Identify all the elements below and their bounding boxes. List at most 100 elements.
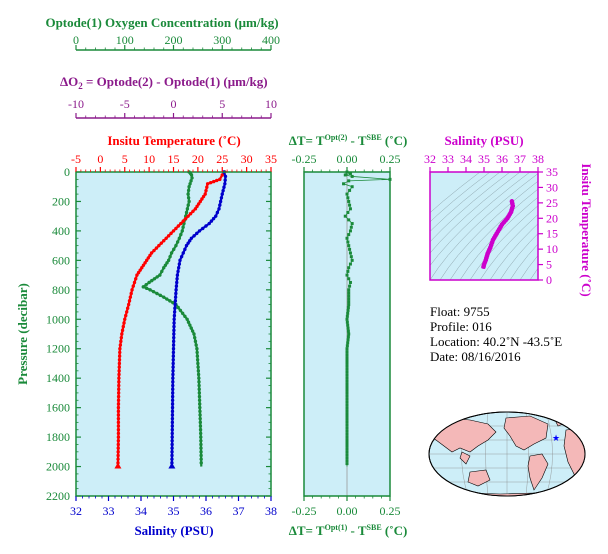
salinity-point (170, 420, 175, 425)
temperature-point (116, 457, 120, 461)
ts-density-contour (430, 172, 491, 223)
australia-landmass (467, 469, 491, 487)
delta-o2-tick-label: 5 (219, 97, 225, 111)
dt-top-tick-label: -0.25 (292, 152, 317, 166)
temperature-point (118, 350, 122, 355)
oxygen-point (199, 435, 203, 439)
oxygen-point (193, 339, 198, 344)
salinity-point (171, 376, 175, 380)
temperature-point (117, 383, 121, 388)
ts-salinity-label: Salinity (PSU) (444, 133, 523, 148)
salinity-point (177, 266, 181, 270)
oxygen-point (199, 453, 203, 458)
ts-density-contour (459, 196, 538, 280)
salinity-point (174, 288, 178, 292)
temperature-point (123, 317, 127, 321)
ts-density-contour (489, 223, 538, 280)
delta-o2-tick-label: 10 (265, 97, 277, 111)
salinity-point (175, 277, 179, 281)
oxygen-point (166, 258, 171, 263)
oxygen-point (186, 320, 191, 324)
oxygen-point (192, 332, 196, 336)
oxygen-point (168, 299, 172, 303)
oxygen-point (177, 236, 182, 240)
oxygen-point (195, 347, 199, 351)
oxygen-point (165, 297, 169, 301)
pressure-tick-label: 1200 (46, 342, 70, 356)
temperature-point (116, 416, 121, 421)
oxygen-point (198, 428, 203, 432)
salinity-point (170, 457, 174, 461)
oxygen-point (172, 247, 176, 252)
salinity-point (214, 214, 218, 218)
oxygen-point (198, 424, 203, 428)
pressure-axis-label: Pressure (decibar) (15, 283, 30, 385)
ts-salinity-tick-label: 38 (532, 152, 544, 166)
salinity-point (171, 358, 175, 362)
salinity-point (195, 231, 199, 236)
oxygen-point (148, 288, 152, 292)
temperature-point (128, 295, 133, 299)
temperature-point (159, 241, 164, 245)
salinity-point (175, 273, 180, 277)
temperature-point (118, 343, 123, 347)
temperature-point (205, 182, 210, 186)
salinity-point (171, 387, 175, 391)
temperature-point (116, 435, 121, 439)
temperature-point (116, 398, 121, 402)
delta-o2-label: ΔO2 = Optode(2) - Optode(1) (μm/kg) (60, 74, 268, 91)
oxygen-point (196, 372, 201, 377)
temperature-point (208, 180, 213, 185)
ts-temperature-tick-label: 20 (546, 211, 558, 225)
dt-top-tick-label: 0.25 (380, 152, 401, 166)
temperature-point (127, 299, 132, 303)
oxygen-point (144, 282, 148, 287)
temperature-point (176, 224, 181, 228)
salinity-point (170, 391, 175, 395)
oxygen-point (152, 277, 157, 281)
temperature-point (117, 354, 122, 358)
temperature-point (116, 402, 121, 406)
oxygen-point (199, 442, 203, 447)
temperature-point (149, 251, 154, 255)
date: Date: 08/16/2016 (430, 349, 521, 364)
temperature-point (116, 450, 120, 454)
oxygen-point (199, 457, 203, 461)
ts-temperature-tick-label: 0 (546, 273, 552, 287)
oxygen-axis-label: Optode(1) Oxygen Concentration (μm/kg) (45, 15, 278, 30)
salinity-point (219, 196, 224, 200)
oxygen-point (196, 361, 200, 366)
world-map: ★ (428, 411, 586, 497)
oxygen-point (162, 295, 166, 299)
oxygen-point (174, 243, 178, 248)
salinity-point (189, 236, 194, 240)
temperature-point (152, 248, 156, 253)
salinity-point (188, 239, 192, 243)
ts-density-contour (430, 172, 481, 214)
oxygen-point (197, 380, 201, 384)
delta-o2-tick-label: -10 (68, 97, 84, 111)
salinity-point (170, 405, 175, 410)
temperature-point (120, 332, 124, 336)
salinity-point (172, 328, 176, 333)
oxygen-point (171, 301, 175, 305)
salinity-point (179, 254, 184, 259)
temperature-point (201, 194, 206, 199)
oxygen-tick-label: 200 (165, 33, 183, 47)
temperature-point (124, 313, 128, 318)
dt-bottom-tick-label: 0.25 (380, 504, 401, 518)
ts-density-contour (430, 172, 501, 232)
temperature-tick-label: 5 (122, 152, 128, 166)
ts-temperature-tick-label: 15 (546, 227, 558, 241)
oxygen-tick-label: 300 (213, 33, 231, 47)
temperature-point (191, 209, 195, 213)
salinity-point (223, 178, 227, 182)
salinity-point (171, 354, 176, 358)
salinity-axis-label: Salinity (PSU) (134, 523, 213, 538)
salinity-point (184, 243, 189, 248)
oxygen-point (186, 192, 190, 196)
oxygen-point (150, 278, 154, 283)
dt-top-label: ΔT= TOpt(2) - TSBE (˚C) (289, 133, 408, 148)
salinity-point (170, 416, 175, 421)
temperature-point (148, 253, 152, 258)
